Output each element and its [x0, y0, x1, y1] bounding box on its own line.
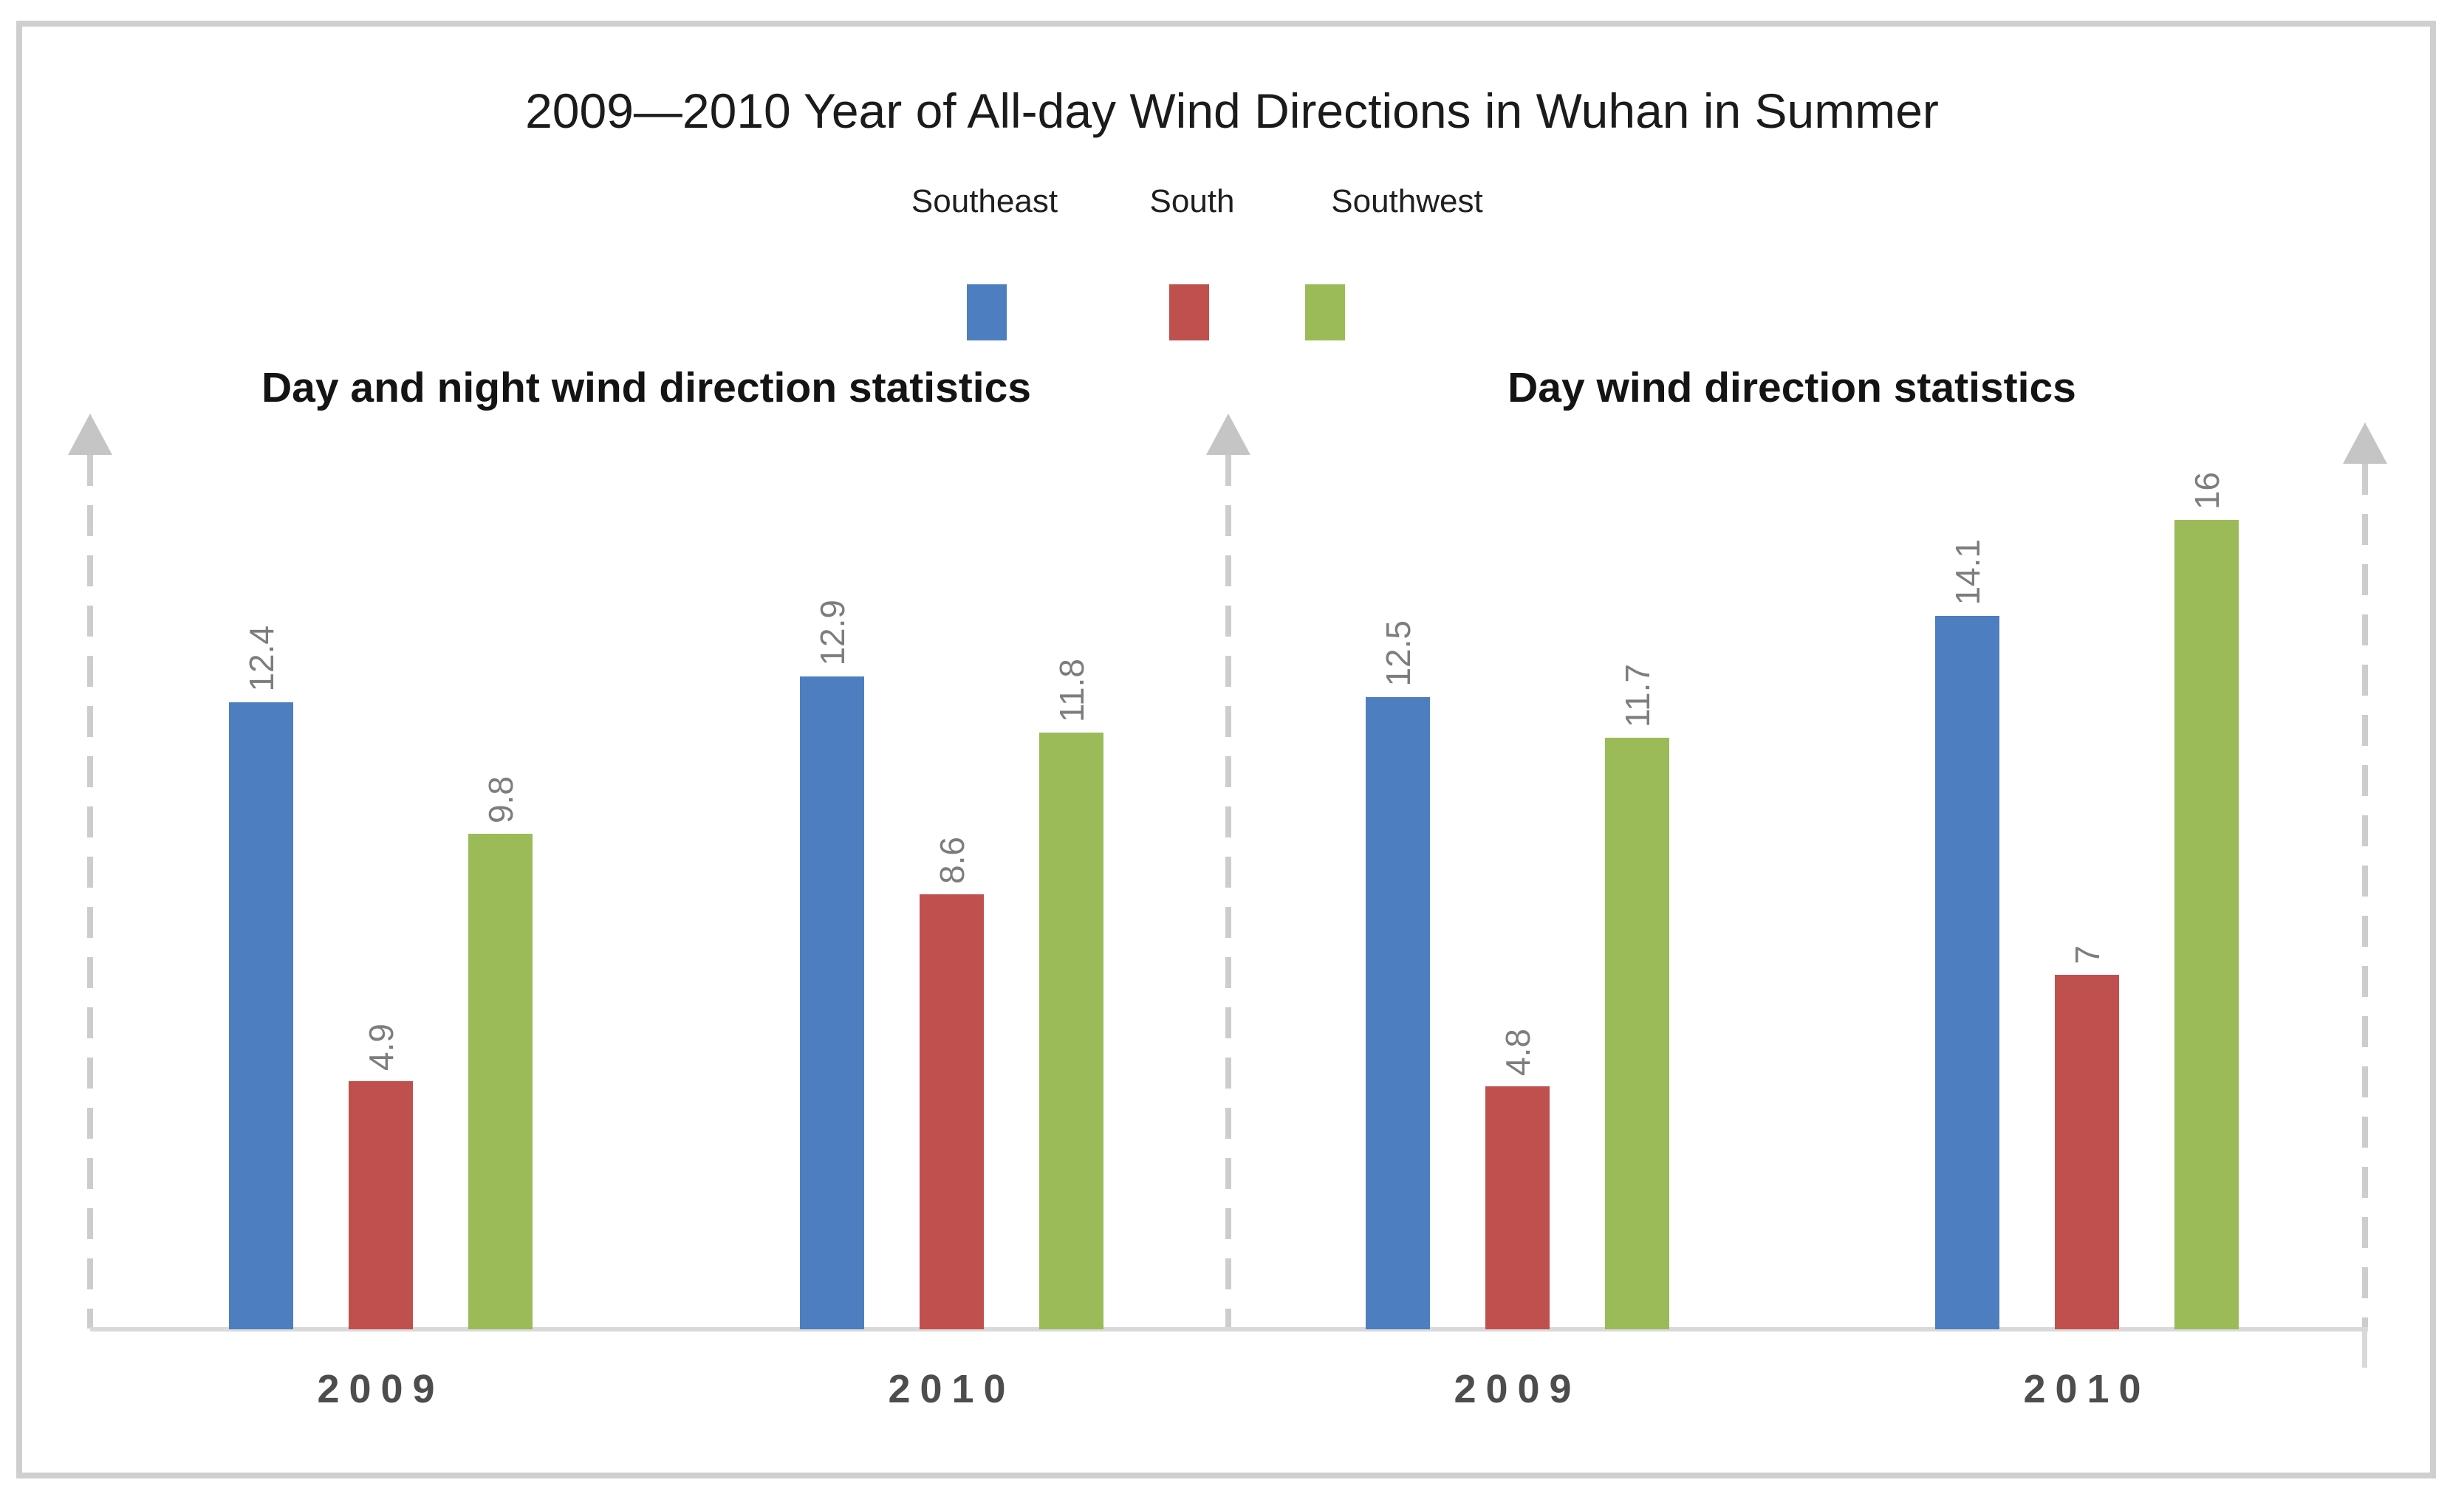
legend-swatch-southwest-icon — [1305, 284, 1345, 340]
panel1-bar-south-2009: 4.9 — [349, 1024, 413, 1329]
bar-value-label: 14.1 — [1948, 539, 1987, 606]
panel-title-day: Day wind direction statistics — [1508, 364, 2076, 411]
panel2-bar-southwest-2009: 11.7 — [1605, 664, 1669, 1329]
bar-value-label: 12.5 — [1378, 620, 1417, 687]
panel2-bar-south-2009: 4.8 — [1485, 1029, 1550, 1329]
panel2-bar-southeast-2010: 14.1 — [1935, 539, 1999, 1329]
arrow-up-icon — [68, 414, 112, 455]
arrow-up-icon — [2343, 422, 2387, 464]
bar-value-label: 12.4 — [242, 626, 281, 692]
legend-swatch-southeast-icon — [967, 284, 1007, 340]
panel2-bar-southeast-2009: 12.5 — [1366, 620, 1430, 1329]
panel2-bar-south-2010: 7 — [2055, 945, 2119, 1329]
dashed-axis-line — [87, 455, 93, 1329]
panel-title-day-and-night: Day and night wind direction statistics — [261, 364, 1031, 411]
bar-value-label: 11.7 — [1618, 663, 1657, 727]
legend-label-southwest: Southwest — [1331, 183, 1483, 219]
bar-value-label: 11.8 — [1052, 658, 1091, 722]
dashed-axis-line — [1225, 455, 1231, 1329]
x-axis-category-label: 2010 — [888, 1367, 1016, 1411]
x-axis-end-tick — [2362, 1327, 2367, 1368]
panel1-bar-southwest-2009: 9.8 — [468, 776, 533, 1329]
panel1-bar-southeast-2009: 12.4 — [229, 626, 293, 1329]
panel1-bar-southwest-2010: 11.8 — [1039, 659, 1103, 1329]
bar-value-label: 8.6 — [932, 837, 971, 884]
panel1-bar-south-2010: 8.6 — [920, 837, 984, 1329]
panel2-bar-southwest-2010: 16 — [2174, 472, 2239, 1329]
dashed-axis-line — [2362, 464, 2368, 1329]
chart-frame — [16, 21, 2436, 1478]
arrow-up-icon — [1206, 414, 1250, 455]
legend-label-southeast: Southeast — [911, 183, 1058, 219]
bar-value-label: 9.8 — [481, 776, 520, 823]
x-axis-category-label: 2009 — [1454, 1367, 1581, 1411]
chart-title: 2009—2010 Year of All-day Wind Direction… — [525, 83, 1939, 138]
legend-swatch-south-icon — [1169, 284, 1209, 340]
bar-value-label: 7 — [2067, 945, 2107, 964]
bar-value-label: 4.9 — [361, 1024, 400, 1071]
bar-value-label: 16 — [2187, 471, 2226, 510]
panel1-bar-southeast-2010: 12.9 — [800, 600, 864, 1329]
bar-value-label: 4.8 — [1498, 1029, 1537, 1076]
legend-label-south: South — [1149, 183, 1235, 219]
bar-value-label: 12.9 — [812, 600, 852, 666]
x-axis-category-label: 2010 — [2023, 1367, 2151, 1411]
x-axis-category-label: 2009 — [317, 1367, 445, 1411]
x-axis-line — [90, 1327, 2368, 1332]
